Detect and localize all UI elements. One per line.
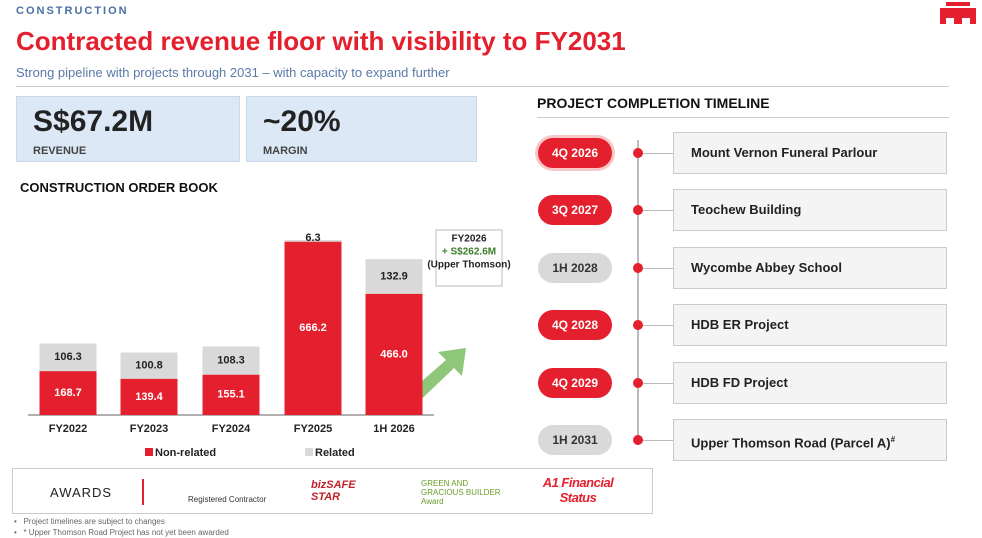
project-box: Upper Thomson Road (Parcel A)# <box>673 419 947 461</box>
project-box: HDB FD Project <box>673 361 947 404</box>
dot <box>633 148 643 158</box>
connector <box>643 440 673 441</box>
project-name: Wycombe Abbey School <box>691 259 842 275</box>
connector <box>643 382 673 384</box>
value-label: 155.1 <box>217 389 245 401</box>
bar-segment <box>120 352 178 379</box>
rule <box>537 117 949 118</box>
bar-segment <box>39 371 97 415</box>
date-pill: 1H 2031 <box>538 425 612 455</box>
value-label: 666.2 <box>299 322 327 334</box>
project-name: Mount Vernon Funeral Parlour <box>691 145 878 160</box>
project-name: HDB ER Project <box>691 317 789 333</box>
bar-segment <box>284 240 342 242</box>
project-box: Teochew Building <box>673 189 947 232</box>
kpi-value: ~20% <box>263 105 341 138</box>
x-tick-label: FY2025 <box>294 423 333 435</box>
subtitle: Strong pipeline with projects through 20… <box>16 65 450 80</box>
connector <box>643 267 673 269</box>
awards-box: AWARDS Registered Contractor bizSAFE STA… <box>12 468 653 514</box>
rule <box>16 86 949 87</box>
value-label: 466.0 <box>380 348 408 360</box>
project-box: Wycombe Abbey School <box>673 246 947 289</box>
value-label: 108.3 <box>217 354 245 366</box>
kpi-label: MARGIN <box>263 145 308 157</box>
footnote: • Project timelines are subject to chang… <box>14 517 165 526</box>
project-name: Upper Thomson Road (Parcel A) <box>691 435 891 451</box>
title: Contracted revenue floor with visibility… <box>16 26 626 56</box>
footnote-text: Project timelines are subject to changes <box>23 517 165 526</box>
chart: 168.7 106.3 FY2022 139.4 100.8 FY2023 155.1 108… <box>28 229 511 459</box>
date-pill: 1H 2028 <box>538 252 612 283</box>
value-label: 6.3 <box>305 232 320 244</box>
legend-swatch <box>305 448 313 456</box>
bar-segment <box>365 259 423 294</box>
kpi-label: REVENUE <box>33 145 87 157</box>
dot <box>633 377 643 388</box>
footnote-text: * Upper Thomson Road Project has not yet… <box>23 528 229 537</box>
kpi-value: S$67.2M <box>33 105 154 138</box>
dot <box>633 262 643 273</box>
date-pill: 4Q 2029 <box>538 367 612 398</box>
project-box: HDB ER Project <box>673 304 947 347</box>
bar-segment <box>39 343 97 372</box>
x-tick-label: FY2023 <box>130 423 169 435</box>
bar-segment <box>120 378 178 415</box>
award: Registered Contractor <box>188 495 267 504</box>
timeline-title: PROJECT COMPLETION TIMELINE <box>537 95 770 111</box>
awards-label: AWARDS <box>50 485 113 500</box>
x-tick-label: FY2024 <box>212 423 251 435</box>
value-label: 132.9 <box>380 270 408 282</box>
kpi-card: ~20% MARGIN <box>246 96 477 162</box>
connector <box>643 153 673 154</box>
connector <box>643 210 673 212</box>
bar-segment <box>365 293 423 415</box>
kpi-card: S$67.2M REVENUE <box>16 96 240 162</box>
legend-label: Non-related <box>155 447 216 459</box>
connector <box>643 325 673 327</box>
project-box: Mount Vernon Funeral Parlour <box>673 132 947 174</box>
value-label: 168.7 <box>54 387 82 399</box>
timeline-line <box>637 140 639 445</box>
bar-segment <box>284 241 342 415</box>
bar-segment <box>202 346 260 375</box>
date-pill: 3Q 2027 <box>538 195 612 226</box>
project-name: HDB FD Project <box>691 374 788 390</box>
annotation: + S$262.6M <box>442 247 496 258</box>
chart-title: CONSTRUCTION ORDER BOOK <box>20 180 218 195</box>
annotation-box <box>435 229 503 287</box>
project-name: Teochew Building <box>691 202 802 218</box>
footnote: • * Upper Thomson Road Project has not y… <box>14 528 229 537</box>
divider <box>142 479 144 505</box>
legend-swatch <box>145 448 153 456</box>
date-pill: 4Q 2028 <box>538 310 612 341</box>
note-mark: # <box>890 435 896 444</box>
value-label: 100.8 <box>135 360 163 372</box>
section: CONSTRUCTION <box>16 5 129 17</box>
value-label: 106.3 <box>54 351 82 363</box>
legend-label: Related <box>315 447 355 459</box>
logo <box>940 2 976 24</box>
award: bizSAFE STAR <box>311 479 356 503</box>
dot <box>633 205 643 216</box>
award: A1 Financial Status <box>542 475 614 505</box>
x-tick-label: 1H 2026 <box>373 423 415 435</box>
dot <box>633 320 643 331</box>
award: GREEN AND GRACIOUS BUILDER Award <box>421 479 501 506</box>
bar-segment <box>202 374 260 415</box>
annotation: FY2026 <box>451 234 486 245</box>
annotation: (Upper Thomson) <box>427 260 510 271</box>
x-tick-label: FY2022 <box>49 423 88 435</box>
date-pill: 4Q 2026 <box>538 138 612 168</box>
dot <box>633 435 643 445</box>
value-label: 139.4 <box>135 391 163 403</box>
